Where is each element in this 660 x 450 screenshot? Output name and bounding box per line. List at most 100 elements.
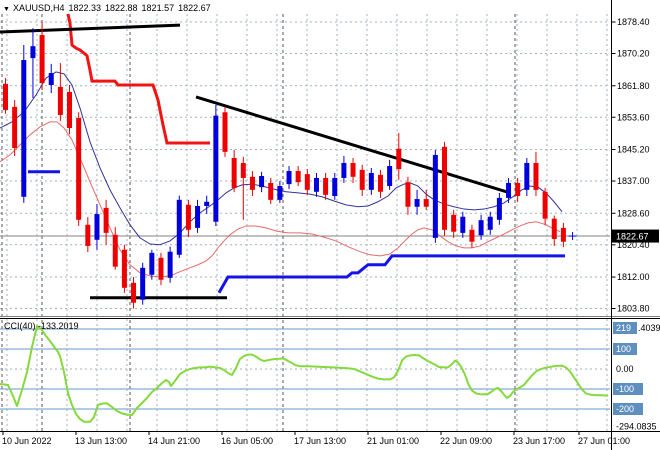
ma-line-navy	[0, 71, 563, 246]
candle-bear	[451, 214, 457, 232]
candle-bear	[515, 182, 521, 196]
candle-bear	[350, 162, 356, 177]
candle-bull	[259, 176, 265, 188]
cci-line	[0, 325, 609, 423]
candle-bull	[167, 251, 173, 278]
candle-bear	[533, 162, 539, 190]
candle-bear	[121, 249, 127, 288]
candle-bull	[176, 199, 182, 255]
cci-level-tag	[613, 343, 637, 355]
candle-bear	[76, 118, 82, 220]
ma-line-red	[0, 121, 561, 278]
cci-scale-label: -294.0835	[616, 421, 657, 431]
candle-bull	[30, 46, 36, 59]
candle-bear	[560, 227, 566, 242]
candle-bear	[67, 91, 73, 129]
candle-bear	[185, 204, 191, 230]
candle-bear	[359, 169, 365, 190]
candle-bull	[460, 216, 466, 233]
svg-text:-100: -100	[616, 384, 634, 394]
cci-level-tag	[613, 322, 637, 334]
svg-text:-200: -200	[616, 404, 634, 414]
candle-bear	[304, 174, 310, 190]
candle-bear	[469, 229, 475, 242]
candle-bull	[21, 60, 27, 197]
candle-bear	[103, 207, 109, 233]
time-axis-label: 22 Jun 09:00	[440, 436, 492, 446]
candle-bull	[432, 154, 438, 238]
candle-bear	[323, 177, 329, 195]
candle-bull	[204, 201, 210, 206]
candle-bear	[551, 218, 557, 240]
cci-scale-label: 0.00	[616, 364, 634, 374]
svg-text:100: 100	[616, 344, 631, 354]
price-axis-label: 1812.00	[617, 272, 650, 282]
candle-bull	[313, 177, 319, 192]
time-axis-label: 10 Jun 2022	[2, 436, 52, 446]
candle-bull	[368, 172, 374, 190]
candle-bear	[396, 148, 402, 170]
candle-bull	[487, 216, 493, 230]
candle-bull	[286, 171, 292, 185]
cci-level-tag	[613, 403, 643, 415]
time-axis[interactable]: 10 Jun 2022 13 Jun 13:00 14 Jun 21:00 16 Ju…	[2, 431, 630, 446]
price-axis-label: 1828.60	[617, 208, 650, 218]
candle-bear	[377, 174, 383, 192]
candle-bear	[57, 86, 63, 115]
overlays	[0, 13, 565, 300]
candle-bear	[268, 182, 274, 200]
time-axis-label: 23 Jun 17:00	[513, 436, 565, 446]
candle-bear	[112, 234, 118, 267]
candle-bear	[131, 282, 137, 303]
candle-bull	[332, 177, 338, 196]
candle-bull	[149, 252, 155, 275]
candle-bull	[195, 205, 201, 228]
candle-bull	[496, 197, 502, 220]
candle-bull	[213, 115, 219, 222]
candle-bear	[85, 224, 91, 246]
price-axis-label: 1853.60	[617, 112, 650, 122]
candles	[3, 22, 577, 309]
candle-bear	[39, 35, 45, 84]
candle-bull	[414, 199, 420, 207]
blue-step-line	[217, 254, 565, 294]
candle-bull	[387, 166, 393, 187]
price-axis-label: 1837.00	[617, 176, 650, 186]
candle-bull	[524, 162, 530, 190]
candle-bear	[158, 257, 164, 280]
candle-bull	[277, 186, 283, 200]
svg-text:.4039: .4039	[638, 323, 660, 333]
candle-bull	[48, 73, 54, 85]
candle-bear	[423, 199, 429, 207]
price-axis-label: 1803.80	[617, 304, 650, 314]
svg-text:219: 219	[616, 323, 631, 333]
candle-bull	[341, 162, 347, 178]
candle-bear	[12, 106, 18, 148]
cci-axis[interactable]: 219 .4039 100 0.00 -100 -200 -294.0835	[613, 322, 660, 431]
candle-bear	[3, 83, 8, 110]
time-axis-label: 27 Jun 01:00	[578, 436, 630, 446]
svg-text:1822.67: 1822.67	[616, 232, 649, 242]
price-axis-label: 1870.20	[617, 48, 650, 58]
price-axis-label: 1861.80	[617, 81, 650, 91]
current-price-tag	[612, 229, 659, 243]
candle-bull	[478, 220, 484, 236]
candle-bull	[140, 267, 146, 300]
candle-bear	[249, 176, 255, 190]
red-step-line	[66, 13, 210, 145]
time-axis-label: 13 Jun 13:00	[75, 436, 127, 446]
price-axis[interactable]: 1878.40 1870.20 1861.80 1853.60 1845.20 1837.…	[611, 17, 660, 314]
candle-bull	[94, 214, 100, 240]
cci-pane	[0, 325, 610, 423]
time-axis-label: 21 Jun 01:00	[367, 436, 419, 446]
time-axis-label: 16 Jun 05:00	[221, 436, 273, 446]
candle-bear	[542, 191, 548, 219]
candle-bear	[240, 162, 246, 178]
candle-bear	[442, 146, 448, 230]
candle-bear	[295, 171, 301, 183]
cci-level-tag	[613, 383, 643, 395]
time-axis-label: 14 Jun 21:00	[148, 436, 200, 446]
upper-trendline	[0, 23, 181, 34]
